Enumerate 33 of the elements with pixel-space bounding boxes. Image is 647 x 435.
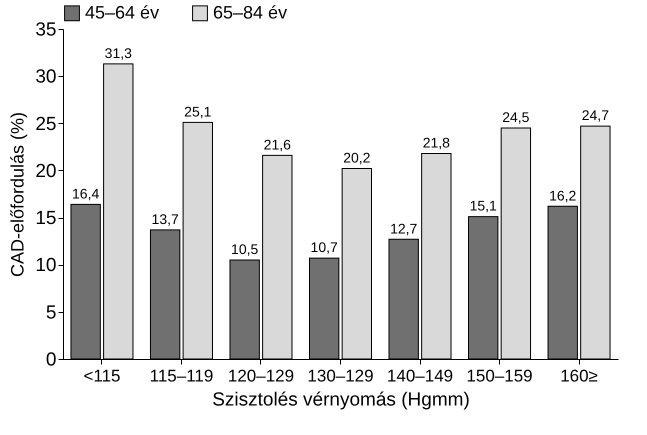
data-label: 10,7 bbox=[310, 239, 338, 256]
legend-label: 65–84 év bbox=[213, 2, 288, 22]
data-label: 16,4 bbox=[72, 185, 100, 202]
data-label: 21,8 bbox=[422, 134, 450, 150]
data-label: 12,7 bbox=[390, 220, 418, 236]
x-tick-label: 140–149 bbox=[386, 366, 454, 386]
y-tick-label: 10 bbox=[35, 255, 56, 276]
x-tick-label: <115 bbox=[83, 366, 120, 386]
data-label: 24,5 bbox=[502, 109, 530, 125]
data-label: 15,1 bbox=[470, 198, 498, 214]
data-label: 16,2 bbox=[549, 187, 577, 204]
y-axis-title: CAD-előfordulás (%) bbox=[7, 112, 28, 278]
x-tick-label: 120–129 bbox=[228, 366, 294, 386]
legend-label: 45–64 év bbox=[85, 2, 160, 22]
data-label: 13,7 bbox=[152, 210, 179, 227]
data-label: 24,7 bbox=[582, 107, 610, 124]
data-label: 25,1 bbox=[184, 103, 212, 120]
y-tick-label: 20 bbox=[35, 160, 56, 182]
x-tick-label: 160≥ bbox=[560, 366, 598, 386]
y-tick-label: 5 bbox=[46, 302, 56, 324]
y-tick-label: 30 bbox=[35, 66, 56, 88]
x-tick-label: 115–119 bbox=[150, 366, 214, 386]
y-tick-label: 25 bbox=[35, 114, 56, 135]
data-label: 21,6 bbox=[264, 136, 292, 152]
y-tick-label: 15 bbox=[35, 208, 56, 230]
y-tick-label: 0 bbox=[46, 350, 56, 370]
x-axis-title: Szisztolés vérnyomás (Hgmm) bbox=[212, 390, 470, 410]
y-tick-label: 35 bbox=[35, 20, 56, 40]
data-label: 10,5 bbox=[231, 241, 259, 257]
x-tick-label: 130–129 bbox=[307, 366, 374, 386]
data-label: 31,3 bbox=[104, 44, 132, 61]
x-tick-label: 150–159 bbox=[466, 366, 533, 386]
data-label: 20,2 bbox=[343, 150, 371, 166]
